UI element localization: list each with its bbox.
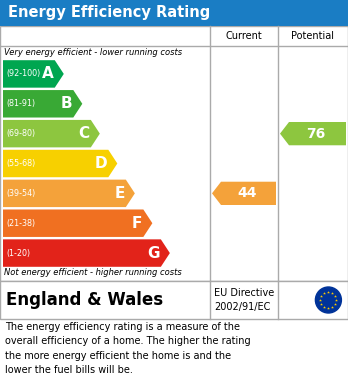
Text: G: G bbox=[147, 246, 160, 260]
Text: B: B bbox=[61, 96, 72, 111]
Text: C: C bbox=[79, 126, 90, 141]
Text: (1-20): (1-20) bbox=[6, 249, 30, 258]
Circle shape bbox=[315, 287, 341, 313]
Text: (39-54): (39-54) bbox=[6, 189, 35, 198]
Text: Not energy efficient - higher running costs: Not energy efficient - higher running co… bbox=[4, 268, 182, 277]
Text: E: E bbox=[114, 186, 125, 201]
Polygon shape bbox=[3, 60, 64, 88]
Text: Potential: Potential bbox=[292, 31, 334, 41]
Text: (69-80): (69-80) bbox=[6, 129, 35, 138]
Text: Very energy efficient - lower running costs: Very energy efficient - lower running co… bbox=[4, 48, 182, 57]
Polygon shape bbox=[3, 90, 82, 118]
Text: F: F bbox=[132, 216, 142, 231]
Polygon shape bbox=[280, 122, 346, 145]
Polygon shape bbox=[3, 179, 135, 207]
Polygon shape bbox=[3, 239, 170, 267]
Text: 76: 76 bbox=[306, 127, 326, 141]
Text: England & Wales: England & Wales bbox=[6, 291, 163, 309]
Bar bbox=[0, 281, 348, 319]
Text: Current: Current bbox=[226, 31, 262, 41]
Text: 44: 44 bbox=[237, 187, 257, 200]
Polygon shape bbox=[212, 182, 276, 205]
Text: The energy efficiency rating is a measure of the
overall efficiency of a home. T: The energy efficiency rating is a measur… bbox=[5, 322, 251, 375]
Bar bbox=[0, 0, 348, 26]
Text: (55-68): (55-68) bbox=[6, 159, 35, 168]
Polygon shape bbox=[3, 120, 100, 147]
Text: EU Directive
2002/91/EC: EU Directive 2002/91/EC bbox=[214, 289, 274, 312]
Text: D: D bbox=[95, 156, 107, 171]
Text: (81-91): (81-91) bbox=[6, 99, 35, 108]
Polygon shape bbox=[3, 150, 117, 177]
Polygon shape bbox=[3, 210, 152, 237]
Text: Energy Efficiency Rating: Energy Efficiency Rating bbox=[8, 5, 210, 20]
Bar bbox=[0, 26, 348, 281]
Text: (21-38): (21-38) bbox=[6, 219, 35, 228]
Text: A: A bbox=[42, 66, 54, 81]
Text: (92-100): (92-100) bbox=[6, 70, 40, 79]
